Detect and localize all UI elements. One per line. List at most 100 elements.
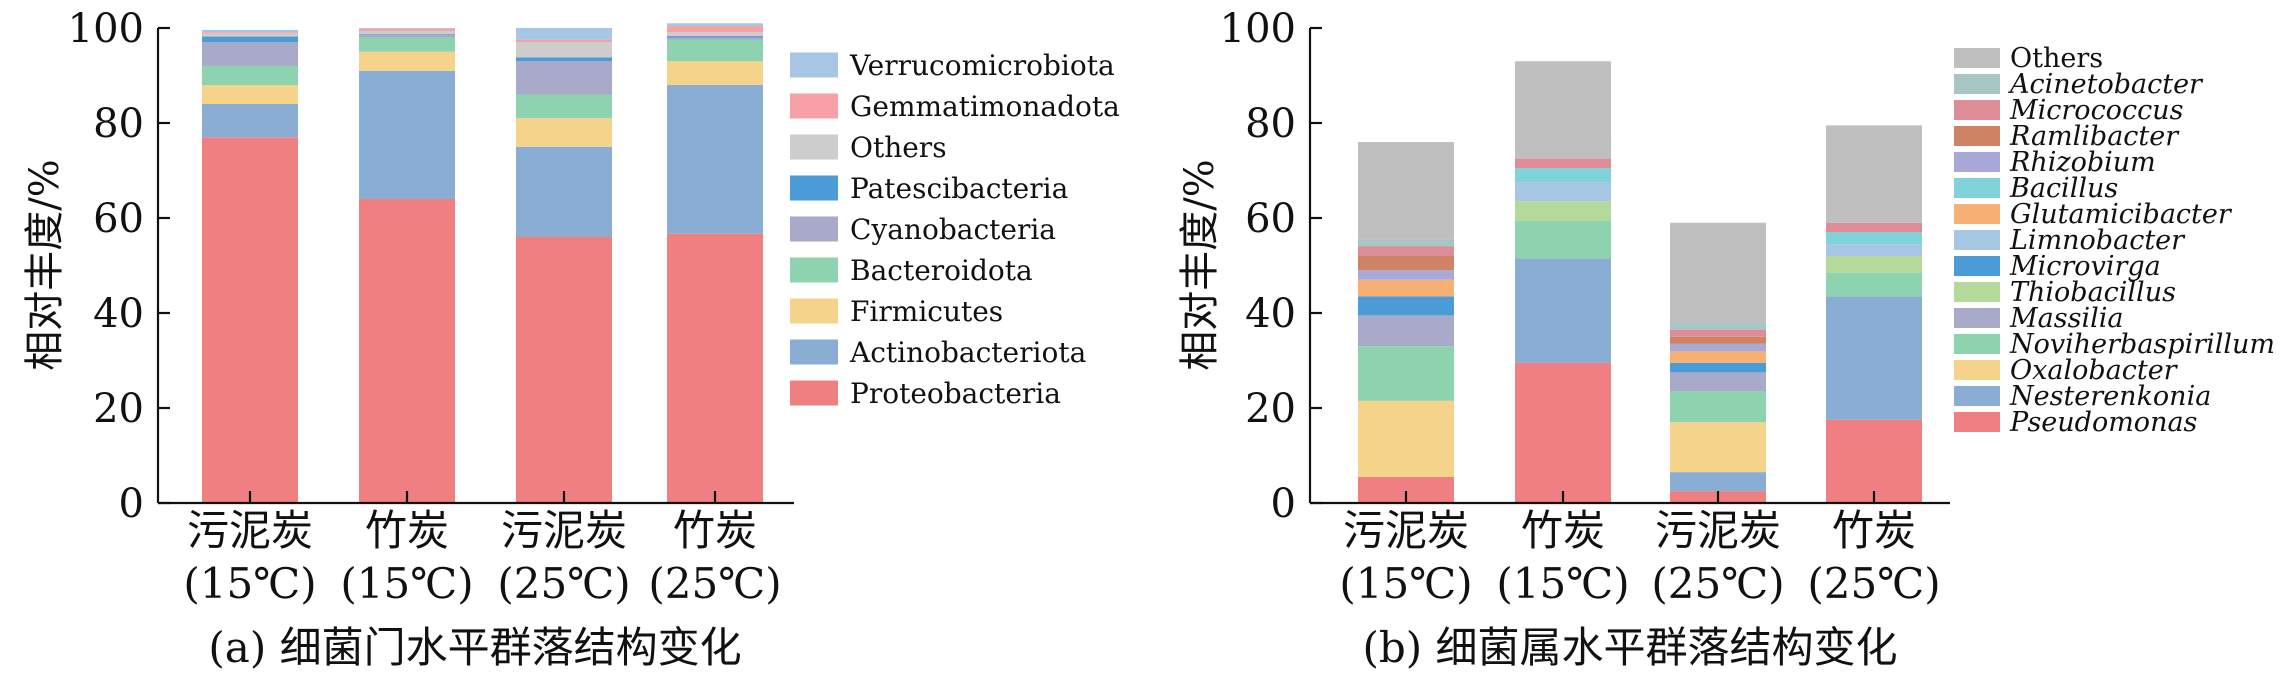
bar-segment-oxalobacter-0 [1358, 400, 1454, 477]
x-tick-label: 竹炭 [1521, 506, 1605, 555]
legend-swatch [1954, 48, 2000, 68]
legend-swatch [790, 93, 838, 119]
legend-label: Proteobacteria [850, 377, 1061, 410]
bar-segment-patescibacteria-3 [667, 36, 763, 38]
legend-label: Acinetobacter [2007, 69, 2204, 100]
x-tick-label-temp: (25℃) [1807, 559, 1940, 608]
bar-segment-firmicutes-0 [202, 85, 298, 104]
bar-segment-micrococcus-1 [1515, 158, 1611, 169]
bar-segment-acinetobacter-0 [1358, 239, 1454, 247]
legend-label: Firmicutes [850, 295, 1003, 328]
bar-segment-massilia-2 [1670, 372, 1766, 392]
bar-segment-oxalobacter-2 [1670, 422, 1766, 473]
bar-segment-others-0 [202, 33, 298, 37]
y-tick-label: 80 [1245, 101, 1296, 147]
bar-segment-micrococcus-2 [1670, 329, 1766, 337]
bar-segment-microvirga-2 [1670, 362, 1766, 373]
bar-segment-noviherbaspirillum-1 [1515, 220, 1611, 259]
bar-segment-others-3 [667, 32, 763, 37]
legend-swatch [1954, 100, 2000, 120]
legend-swatch [1954, 126, 2000, 146]
legend-swatch [790, 216, 838, 242]
bar-segment-patescibacteria-0 [202, 36, 298, 43]
bar-segment-micrococcus-3 [1826, 222, 1922, 233]
x-tick-label-temp: (15℃) [1496, 559, 1629, 608]
legend-swatch [790, 298, 838, 324]
legend-swatch [1954, 412, 2000, 432]
bar-segment-proteobacteria-1 [359, 199, 455, 503]
legend-swatch [790, 175, 838, 201]
bar-segment-rhizobium-0 [1358, 270, 1454, 280]
x-tick-label-temp: (25℃) [648, 559, 781, 608]
legend-label: Others [2010, 43, 2103, 74]
x-tick-label: 污泥炭 [187, 506, 313, 555]
y-tick-label: 100 [1220, 6, 1296, 52]
bar-segment-noviherbaspirillum-2 [1670, 391, 1766, 423]
bar-segment-bacteroidota-0 [202, 66, 298, 85]
y-tick-label: 80 [93, 101, 144, 147]
figure-caption: (a) 细菌门水平群落结构变化 [208, 623, 741, 672]
legend-swatch [790, 257, 838, 283]
y-tick-label: 20 [93, 386, 144, 432]
bar-segment-patescibacteria-1 [359, 34, 455, 36]
bar-segment-actinobacteriota-2 [516, 146, 612, 237]
legend-swatch [790, 52, 838, 78]
legend-label: Bacillus [2009, 173, 2118, 204]
bar-segment-rhizobium-2 [1670, 343, 1766, 351]
legend-swatch [1954, 386, 2000, 406]
bar-segment-actinobacteriota-1 [359, 70, 455, 199]
bar-segment-pseudomonas-1 [1515, 362, 1611, 503]
bar-segment-thiobacillus-1 [1515, 201, 1611, 221]
x-tick-label-temp: (15℃) [1339, 559, 1472, 608]
legend-swatch [1954, 152, 2000, 172]
bar-segment-proteobacteria-0 [202, 137, 298, 503]
bar-segment-verrucomicrobiota-2 [516, 28, 612, 40]
legend-swatch [790, 134, 838, 160]
bar-segment-gemmatimonadota-3 [667, 26, 763, 33]
bar-segment-bacteroidota-1 [359, 37, 455, 52]
x-tick-label: 竹炭 [673, 506, 757, 555]
bar-segment-verrucomicrobiota-1 [359, 28, 455, 29]
x-tick-label: 污泥炭 [1343, 506, 1469, 555]
bar-segment-others-3 [1826, 125, 1922, 223]
legend-label: Actinobacteriota [849, 336, 1086, 369]
bar-segment-pseudomonas-3 [1826, 419, 1922, 503]
legend-label: Microvirga [2009, 251, 2161, 282]
legend-label: Cyanobacteria [850, 213, 1056, 246]
panel-a-chart: 020406080100污泥炭(15℃)竹炭(15℃)污泥炭(25℃)竹炭(25… [22, 6, 1120, 672]
bar-segment-nesterenkonia-2 [1670, 472, 1766, 492]
legend-label: Patescibacteria [850, 172, 1068, 205]
legend-label: Verrucomicrobiota [849, 49, 1115, 82]
legend-label: Limnobacter [2009, 225, 2186, 256]
legend-label: Micrococcus [2009, 95, 2183, 126]
legend-swatch [790, 380, 838, 406]
legend-label: Ramlibacter [2009, 121, 2180, 152]
bar-segment-bacteroidota-2 [516, 94, 612, 119]
bar-segment-ramlibacter-0 [1358, 256, 1454, 271]
legend-swatch [1954, 230, 2000, 250]
bar-segment-actinobacteriota-0 [202, 104, 298, 138]
legend-label: Pseudomonas [2009, 407, 2197, 438]
bar-segment-nesterenkonia-3 [1826, 296, 1922, 420]
bar-segment-microvirga-0 [1358, 296, 1454, 316]
bar-segment-limnobacter-1 [1515, 182, 1611, 202]
legend-swatch [1954, 360, 2000, 380]
bar-segment-cyanobacteria-3 [667, 37, 763, 40]
bar-segment-cyanobacteria-1 [359, 35, 455, 38]
legend-label: Noviherbaspirillum [2009, 329, 2275, 360]
legend-swatch [790, 339, 838, 365]
legend-swatch [1954, 74, 2000, 94]
legend-label: Massilia [2009, 303, 2123, 334]
legend-label: Gemmatimonadota [850, 90, 1120, 123]
bar-segment-patescibacteria-2 [516, 57, 612, 62]
bar-segment-noviherbaspirillum-0 [1358, 346, 1454, 401]
legend-label: Oxalobacter [2010, 355, 2179, 386]
y-tick-label: 0 [119, 481, 144, 527]
legend-swatch [1954, 204, 2000, 224]
bar-segment-ramlibacter-2 [1670, 336, 1766, 344]
bar-segment-proteobacteria-2 [516, 237, 612, 503]
bar-segment-firmicutes-3 [667, 61, 763, 85]
bar-segment-others-1 [359, 31, 455, 35]
y-tick-label: 40 [93, 291, 144, 337]
